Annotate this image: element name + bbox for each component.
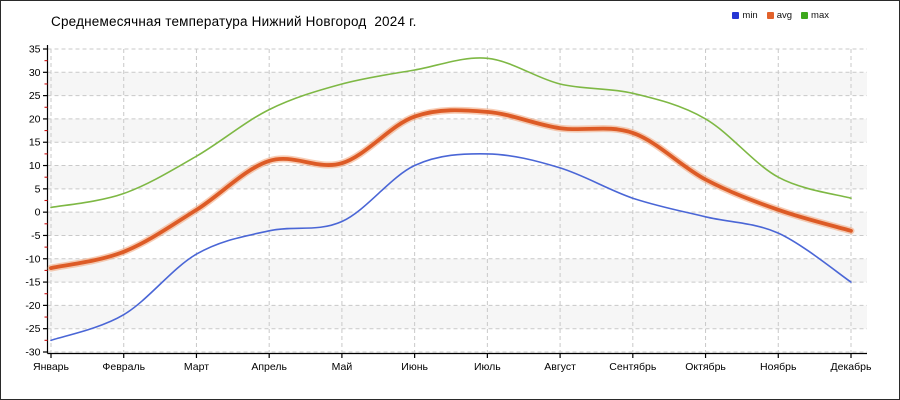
y-axis-tick-label: 25 [29, 90, 41, 102]
y-axis-tick-label: -30 [25, 347, 40, 359]
x-axis-tick-label: Июнь [401, 361, 428, 373]
x-axis-tick-label: Февраль [102, 361, 145, 373]
y-axis-tick-label: 5 [35, 183, 41, 195]
y-axis-tick-label: -5 [31, 230, 40, 242]
y-axis-tick-label: 15 [29, 137, 41, 149]
legend-label-min: min [742, 10, 758, 21]
plot-band [47, 212, 867, 236]
legend-item-avg: avg [766, 10, 793, 21]
y-axis-tick-label: 20 [29, 113, 41, 125]
y-axis-tick-label: -15 [25, 277, 40, 289]
y-axis-tick-label: 35 [29, 44, 41, 56]
avg-series-swatch-icon [766, 12, 774, 19]
x-axis-tick-label: Март [184, 361, 209, 373]
plot-band [47, 118, 867, 143]
y-axis-tick-label: -20 [25, 300, 40, 312]
max-series-swatch-icon [801, 12, 809, 19]
x-axis-tick-label: Апрель [251, 361, 287, 373]
plot-band [47, 258, 867, 283]
x-axis-tick-label: Декабрь [831, 361, 872, 373]
y-axis-tick-label: -10 [25, 253, 40, 265]
x-axis-tick-label: Январь [33, 361, 70, 373]
min-series-line [50, 153, 852, 342]
x-axis-tick-label: Ноябрь [760, 361, 797, 373]
legend-item-min: min [732, 10, 758, 21]
legend-label-max: max [811, 10, 829, 21]
chart-legend: min avg max [732, 10, 829, 21]
x-axis-tick-label: Июль [474, 361, 501, 373]
x-axis-tick-label: Октябрь [685, 361, 726, 373]
min-series-swatch-icon [732, 12, 740, 19]
x-axis-tick-label: Сентябрь [609, 361, 657, 373]
y-axis-tick-label: 10 [29, 160, 41, 172]
y-axis-tick-label: 30 [29, 67, 41, 79]
plot-band [47, 165, 867, 189]
legend-label-avg: avg [776, 10, 793, 21]
plot-band [47, 305, 867, 329]
plot-band [47, 72, 867, 96]
x-axis-tick-label: Май [332, 361, 353, 373]
chart-title: Среднемесячная температура Нижний Новгор… [51, 14, 417, 29]
y-axis-tick-label: -25 [25, 323, 40, 335]
avg-series-line [49, 108, 853, 270]
legend-item-max: max [801, 10, 829, 21]
max-series-line [50, 57, 852, 209]
y-axis-tick-label: 0 [35, 207, 41, 219]
x-axis-tick-label: Август [544, 361, 576, 373]
